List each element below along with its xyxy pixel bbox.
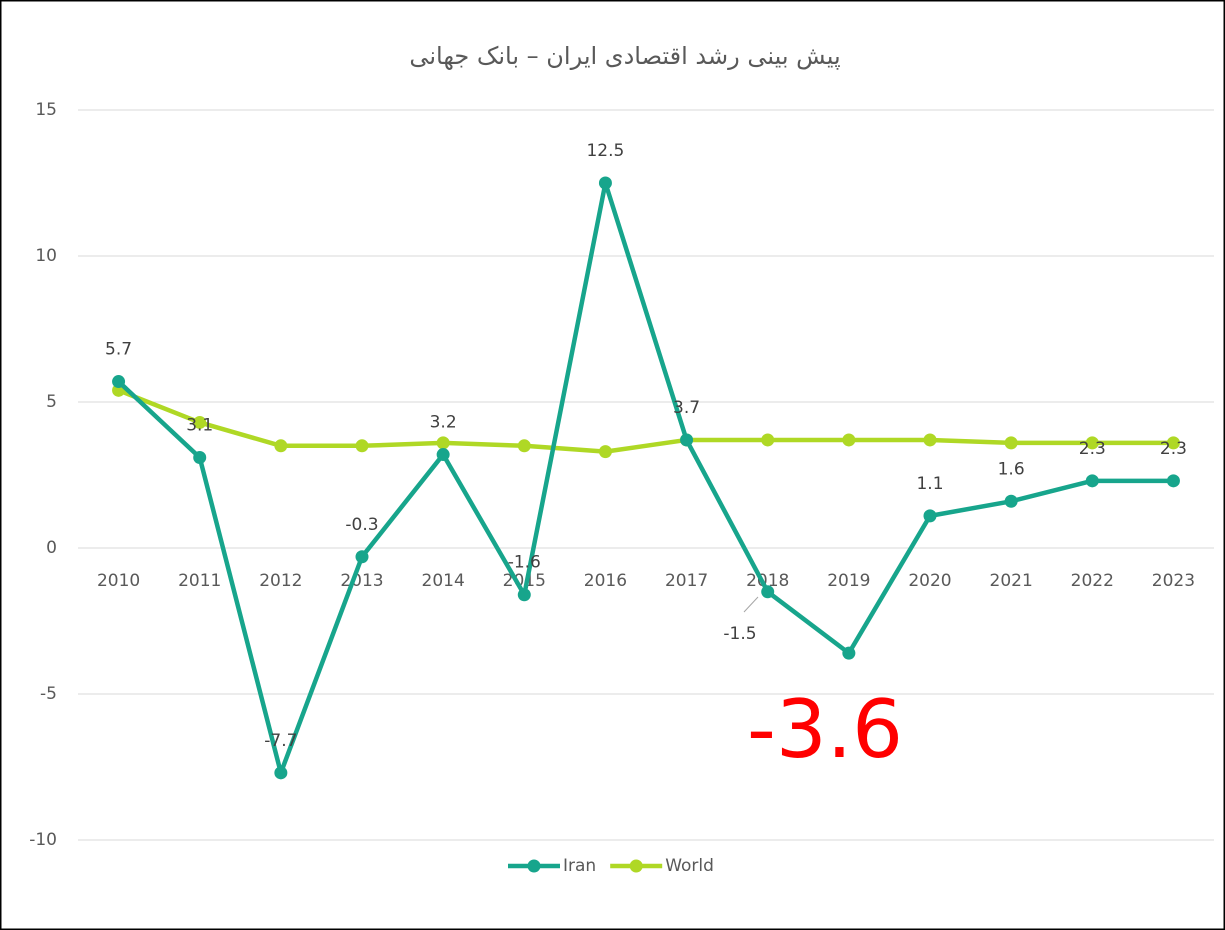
- point: [842, 646, 856, 660]
- x-tick-label: 2014: [422, 571, 465, 591]
- x-tick-label: 2023: [1152, 571, 1195, 591]
- data-label: 3.7: [673, 398, 700, 418]
- x-tick-label: 2011: [178, 571, 221, 591]
- data-label: -1.6: [508, 553, 541, 573]
- point: [1166, 474, 1180, 488]
- data-label: 1.1: [916, 474, 943, 494]
- y-tick-label: -10: [29, 830, 57, 850]
- y-tick-label: 10: [35, 246, 57, 266]
- data-label: -1.5: [723, 624, 756, 644]
- series-line: [117, 180, 1174, 776]
- point: [1085, 436, 1099, 450]
- point: [598, 176, 612, 190]
- point: [517, 588, 531, 602]
- point: [436, 448, 450, 462]
- point: [761, 585, 775, 599]
- point: [1004, 494, 1018, 508]
- x-tick-label: 2019: [827, 571, 870, 591]
- legend-marker: [629, 859, 643, 873]
- point: [923, 509, 937, 523]
- highlight-label: -3.6: [747, 683, 903, 776]
- data-label: -7.7: [264, 731, 297, 751]
- data-label: 5.7: [105, 340, 132, 360]
- legend-marker: [527, 859, 541, 873]
- point: [193, 415, 207, 429]
- x-tick-label: 2016: [584, 571, 627, 591]
- x-tick-label: 2021: [990, 571, 1033, 591]
- point: [1004, 436, 1018, 450]
- leader-line: [743, 596, 759, 613]
- y-tick-label: 5: [46, 392, 57, 412]
- point: [598, 445, 612, 459]
- y-tick-label: -5: [40, 684, 57, 704]
- x-tick-label: 2022: [1071, 571, 1114, 591]
- data-label: 2.3: [1079, 439, 1106, 459]
- x-tick-label: 2017: [665, 571, 708, 591]
- y-tick-label: 15: [35, 100, 57, 120]
- data-label: 3.1: [186, 415, 213, 435]
- point: [355, 550, 369, 564]
- data-label: 12.5: [586, 141, 624, 161]
- point: [842, 433, 856, 447]
- point: [1166, 436, 1180, 450]
- point: [923, 433, 937, 447]
- series-line: [117, 388, 1174, 454]
- x-tick-label: 2010: [97, 571, 140, 591]
- chart-title: پیش بینی رشد اقتصادی ایران – بانک جهانی: [409, 42, 840, 70]
- point: [680, 433, 694, 447]
- data-label: -0.3: [345, 515, 378, 535]
- point: [193, 450, 207, 464]
- y-tick-label: 0: [46, 538, 57, 558]
- x-tick-label: 2020: [908, 571, 951, 591]
- point: [517, 439, 531, 453]
- data-label: 3.2: [430, 413, 457, 433]
- legend-label: Iran: [563, 856, 596, 876]
- point: [274, 439, 288, 453]
- data-label: 1.6: [998, 459, 1025, 479]
- legend-label: World: [665, 856, 714, 876]
- point: [761, 433, 775, 447]
- point: [1085, 474, 1099, 488]
- x-tick-label: 2013: [340, 571, 383, 591]
- x-tick-label: 2012: [259, 571, 302, 591]
- point: [436, 436, 450, 450]
- point: [112, 375, 126, 389]
- point: [355, 439, 369, 453]
- data-label: 2.3: [1160, 439, 1187, 459]
- point: [274, 766, 288, 780]
